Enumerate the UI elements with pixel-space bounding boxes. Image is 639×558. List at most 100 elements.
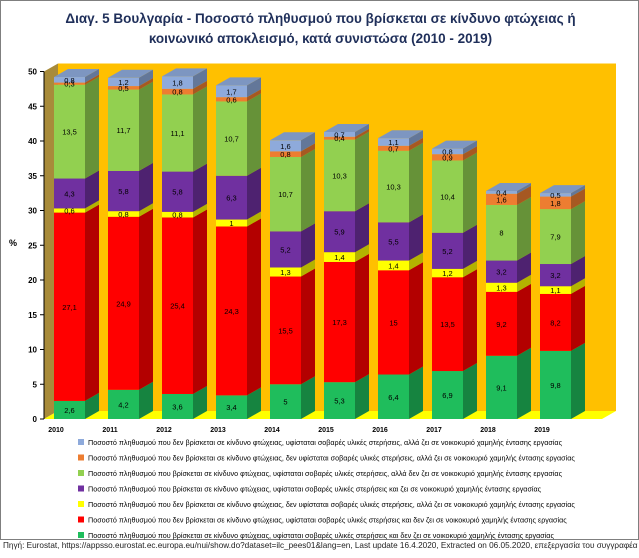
data-label: 1,1	[388, 138, 398, 147]
bar-segment	[162, 88, 193, 95]
bar-segment-side	[517, 196, 531, 261]
data-label: 9,8	[550, 381, 560, 390]
bar-segment-side	[85, 69, 99, 83]
data-label: 5,8	[172, 188, 182, 197]
bar-segment	[432, 371, 463, 419]
bar-segment	[378, 150, 409, 223]
bar-segment	[54, 400, 85, 419]
bar-top	[270, 132, 315, 141]
bar-segment	[540, 286, 571, 294]
bar-segment-side	[355, 244, 369, 262]
bar-segment-side	[193, 203, 207, 218]
bar-segment-side	[301, 268, 315, 385]
bar-segment	[54, 208, 85, 213]
y-axis-label: %	[9, 238, 17, 248]
bar-segment-side	[139, 203, 153, 217]
bar-segment-side	[463, 224, 477, 269]
bar-segment-side	[139, 162, 153, 212]
bar-segment-side	[301, 143, 315, 157]
legend-swatch	[78, 501, 84, 507]
data-label: 13,5	[440, 320, 455, 329]
bar-segment-side	[463, 363, 477, 419]
bar-segment	[540, 293, 571, 351]
bar-stack-2014: 5 15,5 1,3 5,2 10,7 0,81,6	[270, 132, 315, 419]
legend-swatch	[78, 439, 84, 445]
bar-top	[432, 140, 477, 149]
bar-stack-2019: 9,8 8,2 1,1 3,2 7,9 1,80,5	[540, 185, 585, 419]
bar-segment	[270, 384, 301, 419]
bar-segment	[432, 268, 463, 278]
data-label: 24,3	[224, 307, 239, 316]
data-label: 8,2	[550, 318, 560, 327]
legend-label: Ποσοστό πληθυσμού που βρίσκεται σε κίνδυ…	[88, 469, 563, 478]
data-label: 5,2	[280, 245, 290, 254]
bar-segment	[378, 145, 409, 151]
bar-segment-side	[85, 392, 99, 419]
data-label: 1,2	[118, 78, 128, 87]
bar-stack-2017: 6,9 13,5 1,2 5,2 10,4 0,90,8	[432, 140, 477, 419]
bar-segment-side	[571, 342, 585, 419]
bar-segment	[270, 276, 301, 385]
bar-stack-2013: 3,4 24,3 1 6,3 10,7 0,61,7	[216, 77, 261, 419]
data-label: 13,5	[62, 128, 77, 137]
bar-stack-2011: 4,2 24,9 0,8 5,8 11,7 0,51,2	[108, 69, 153, 419]
bar-segment	[270, 151, 301, 157]
data-label: 0,6	[226, 95, 236, 104]
legend-swatch	[78, 470, 84, 476]
bar-segment	[270, 156, 301, 232]
bar-segment	[216, 219, 247, 227]
bar-segment	[54, 82, 85, 85]
data-label: 5,2	[442, 247, 452, 256]
data-label: 5,9	[334, 228, 344, 237]
bar-segment-side	[355, 128, 369, 140]
data-label: 0,8	[442, 147, 452, 156]
bar-segment	[378, 260, 409, 271]
bar-segment	[378, 138, 409, 146]
bar-segment-side	[247, 93, 261, 176]
bar-top	[54, 69, 99, 78]
data-label: 6,4	[388, 393, 398, 402]
legend-swatch	[78, 454, 84, 461]
bar-segment-side	[301, 376, 315, 419]
data-label: 7,9	[550, 233, 560, 242]
data-label: 3,4	[226, 403, 236, 412]
bar-segment-side	[193, 86, 207, 172]
bar-segment	[108, 77, 139, 87]
x-tick-label: 2012	[156, 427, 172, 434]
bar-segment-side	[355, 374, 369, 419]
bar-segment	[54, 84, 85, 179]
bar-segment	[216, 101, 247, 176]
bar-stack-2015: 5,3 17,3 1,4 5,9 10,3 0,40,7	[324, 123, 369, 419]
chart-title: Διαγ. 5 Βουλγαρία - Ποσοστό πληθυσμού πο…	[11, 9, 630, 49]
bar-segment	[162, 217, 193, 394]
chart-svg: 05101520253035404550%2,627,10,64,313,50,…	[9, 63, 616, 540]
bar-segment	[270, 140, 301, 152]
bar-segment-side	[355, 131, 369, 212]
data-label: 5,3	[334, 397, 344, 406]
bar-segment	[162, 393, 193, 419]
bar-segment	[162, 211, 193, 218]
bar-segment-side	[517, 183, 531, 194]
data-label: 0,7	[334, 130, 344, 139]
bar-segment	[108, 86, 139, 90]
bar-segment	[540, 350, 571, 419]
bar-segment-side	[193, 209, 207, 394]
data-label: 0,3	[64, 80, 74, 89]
bar-segment-side	[85, 170, 99, 209]
bar-segment-side	[85, 74, 99, 85]
bar-segment	[108, 170, 139, 212]
y-tick-label: 45	[28, 102, 37, 111]
data-label: 1,4	[388, 261, 398, 270]
data-label: 5	[283, 398, 287, 407]
bar-segment-side	[463, 140, 477, 155]
bar-top	[378, 130, 423, 139]
bar-stack-2016: 6,4 15 1,4 5,5 10,3 0,71,1	[378, 130, 423, 419]
data-label: 4,2	[118, 400, 128, 409]
bar-segment-side	[409, 214, 423, 261]
bar-segment-side	[247, 167, 261, 220]
bar-segment-side	[193, 80, 207, 95]
data-label: 1,8	[550, 199, 560, 208]
data-label: 0,5	[118, 84, 128, 93]
data-label: 9,2	[496, 320, 506, 329]
y-tick-label: 20	[28, 276, 37, 285]
